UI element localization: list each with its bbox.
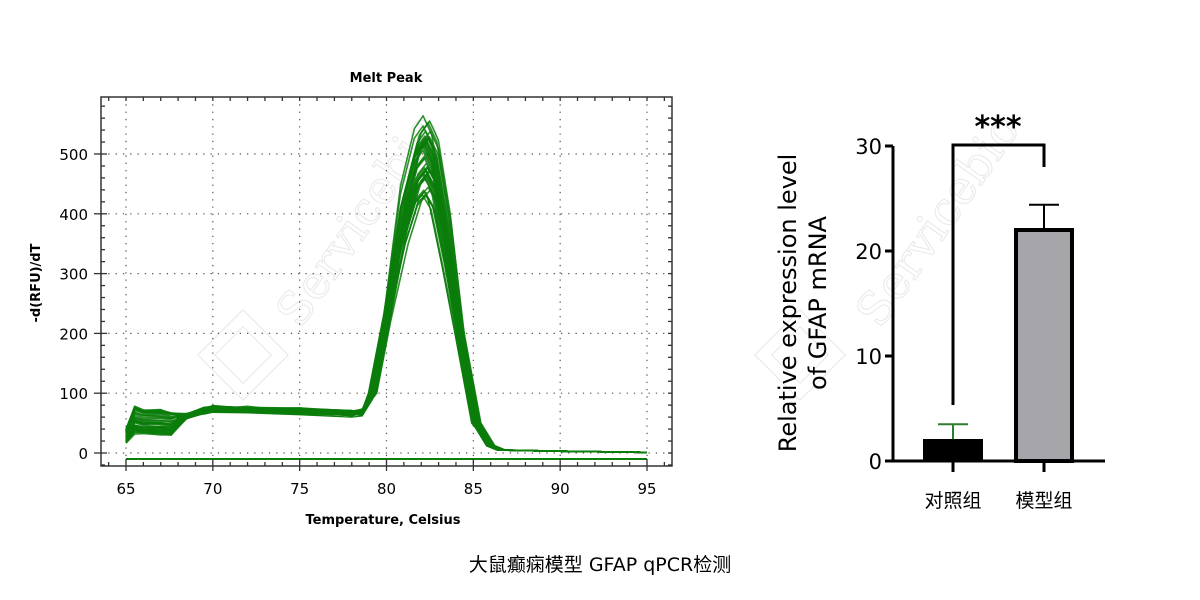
significance-stars: *** [974,110,1021,145]
x-tick-label: 85 [464,480,483,498]
x-tick-label: 95 [637,480,656,498]
x-tick-label: 80 [377,480,396,498]
figure-caption: 大鼠癫痫模型 GFAP qPCR检测 [468,554,732,576]
bars [923,203,1074,463]
chart-title: Melt Peak [350,71,423,86]
category-label: 模型组 [1015,490,1072,512]
y-tick-label: 400 [59,206,88,224]
x-tick-label: 90 [551,480,570,498]
melt-curve-outlier [125,191,648,454]
y-tick-label: 500 [59,146,88,164]
y-tick-label: 10 [855,345,882,369]
y-axis-label: -d(RFU)/dT [29,243,44,322]
category-label: 对照组 [924,490,981,512]
y-tick-label: 20 [855,240,882,264]
x-tick-label: 75 [290,480,309,498]
y-tick-label: 30 [855,135,882,159]
x-tick-label: 65 [116,480,135,498]
bracket-line [951,143,1046,405]
category-labels: 对照组 模型组 [924,461,1073,512]
y-tick-label: 0 [78,445,88,463]
y-tick-label: 300 [59,266,88,284]
y-tick-label: 200 [59,325,88,343]
significance-bracket: *** [951,110,1046,405]
axis-ticks [94,97,672,471]
y-axis-label-line1: Relative expression level [774,154,802,453]
bar-control [923,439,983,462]
y-axis: 0 10 20 30 [855,135,895,474]
y-tick-label: 0 [869,450,882,474]
gfap-bar-chart: Relative expression level of GFAP mRNA 0… [774,110,1105,512]
y-tick-labels: 0 100 200 300 400 500 [59,146,88,463]
bar-model [1014,228,1074,463]
y-tick-label: 100 [59,385,88,403]
x-tick-label: 70 [203,480,222,498]
y-axis-label-line2: of GFAP mRNA [804,215,832,389]
x-axis-label: Temperature, Celsius [306,513,461,528]
melt-curve [125,173,648,454]
x-tick-labels: 65 70 75 80 85 90 95 [116,480,656,498]
melt-peak-chart: Melt Peak 65 70 75 80 85 90 95 0 100 200 300 400 50… [29,71,673,528]
melt-curves [125,115,648,460]
